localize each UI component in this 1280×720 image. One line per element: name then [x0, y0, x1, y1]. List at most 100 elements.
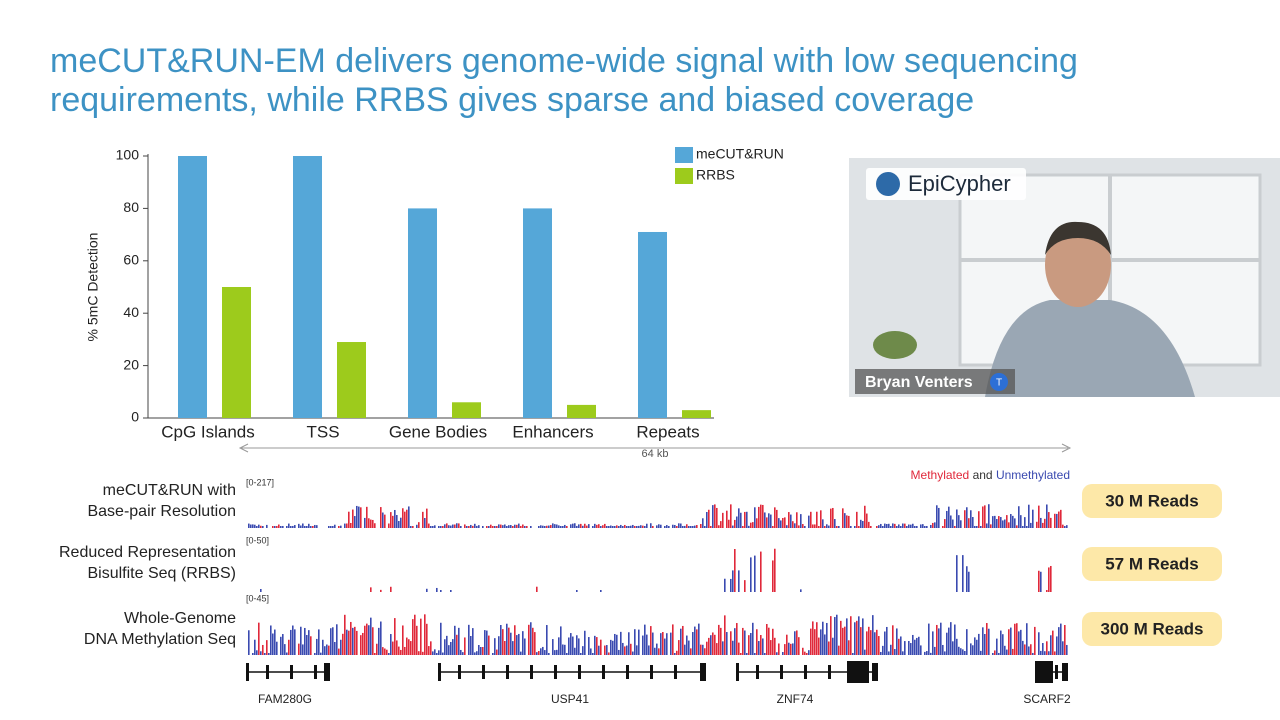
- signal-bar: [592, 526, 594, 528]
- signal-bar: [1030, 522, 1032, 528]
- bar: [222, 287, 251, 418]
- signal-bar: [274, 629, 276, 655]
- signal-bar: [578, 638, 580, 655]
- signal-bar: [722, 512, 724, 528]
- exon: [736, 663, 739, 681]
- signal-bar: [428, 646, 430, 655]
- signal-bar: [744, 580, 746, 592]
- exon: [804, 665, 807, 679]
- signal-bar: [930, 652, 932, 655]
- signal-bar: [1010, 627, 1012, 655]
- signal-bar: [810, 511, 812, 528]
- signal-bar: [1018, 631, 1020, 655]
- signal-bar: [638, 629, 640, 655]
- signal-bar: [328, 645, 330, 655]
- arrow-head: [238, 443, 249, 453]
- signal-bar: [786, 634, 788, 655]
- signal-bar: [914, 639, 916, 655]
- signal-bar: [486, 630, 488, 655]
- signal-bar: [872, 615, 874, 655]
- signal-bar: [980, 526, 982, 528]
- signal-bar: [718, 624, 720, 655]
- signal-bar: [404, 646, 406, 655]
- reads-label: 30 M Reads: [1105, 491, 1199, 510]
- exon: [756, 665, 759, 679]
- signal-bar: [830, 508, 832, 528]
- signal-bar: [308, 523, 310, 528]
- signal-bar: [818, 526, 820, 528]
- signal-bar: [254, 639, 256, 655]
- signal-bar: [726, 510, 728, 528]
- signal-bar: [472, 628, 474, 655]
- signal-bar: [546, 625, 548, 655]
- signal-bar: [896, 526, 898, 528]
- signal-bar: [1052, 630, 1054, 655]
- signal-bar: [308, 630, 310, 655]
- signal-bar: [830, 616, 832, 655]
- signal-bar: [1020, 515, 1022, 528]
- signal-bar: [1018, 506, 1020, 528]
- signal-bar: [714, 634, 716, 655]
- signal-bar: [564, 524, 566, 528]
- signal-bar: [552, 639, 554, 655]
- signal-bar: [878, 525, 880, 528]
- signal-bar: [452, 524, 454, 528]
- signal-bar: [588, 524, 590, 528]
- signal-bar: [542, 525, 544, 528]
- signal-bar: [356, 630, 358, 655]
- signal-bar: [482, 646, 484, 655]
- signal-bar: [868, 521, 870, 528]
- signal-bar: [982, 506, 984, 528]
- badge: [990, 373, 1008, 391]
- signal-bar: [622, 642, 624, 655]
- signal-bar: [1058, 511, 1060, 528]
- signal-bar: [944, 519, 946, 528]
- signal-bar: [608, 526, 610, 528]
- signal-bar: [576, 525, 578, 528]
- signal-bar: [882, 526, 884, 528]
- signal-bar: [660, 633, 662, 655]
- signal-bar: [1004, 645, 1006, 655]
- speaker-name: Bryan Venters: [865, 374, 973, 391]
- signal-bar: [758, 641, 760, 655]
- signal-bar: [374, 653, 376, 655]
- exon: [246, 663, 249, 681]
- signal-bar: [416, 524, 418, 528]
- signal-bar: [396, 640, 398, 655]
- signal-bar: [992, 653, 994, 655]
- track-range: [0-217]: [246, 477, 274, 487]
- signal-bar: [406, 509, 408, 528]
- signal-bar: [540, 648, 542, 655]
- signal-bar: [588, 637, 590, 655]
- signal-bar: [828, 641, 830, 655]
- signal-bar: [958, 515, 960, 528]
- signal-bar: [404, 511, 406, 528]
- signal-bar: [636, 526, 638, 528]
- signal-bar: [546, 525, 548, 528]
- signal-bar: [772, 526, 774, 528]
- signal-bar: [314, 653, 316, 655]
- signal-bar: [1002, 520, 1004, 528]
- signal-bar: [248, 630, 250, 655]
- signal-bar: [730, 504, 732, 528]
- signal-bar: [706, 512, 708, 528]
- signal-bar: [754, 507, 756, 528]
- signal-bar: [330, 628, 332, 655]
- reads-label: 57 M Reads: [1105, 554, 1199, 573]
- video-feed: EpiCypher Bryan Venters T: [849, 158, 1280, 397]
- signal-bar: [798, 525, 800, 528]
- signal-bar: [870, 525, 872, 528]
- signal-bar: [416, 625, 418, 655]
- signal-bar: [634, 526, 636, 528]
- signal-bar: [740, 653, 742, 655]
- signal-bar: [1064, 526, 1066, 528]
- exon: [602, 665, 605, 679]
- signal-bar: [462, 652, 464, 655]
- signal-bar: [370, 519, 372, 528]
- signal-bar: [290, 526, 292, 528]
- signal-bar: [832, 637, 834, 655]
- signal-bar: [414, 614, 416, 655]
- signal-bar: [456, 634, 458, 655]
- signal-bar: [912, 523, 914, 528]
- signal-bar: [800, 514, 802, 528]
